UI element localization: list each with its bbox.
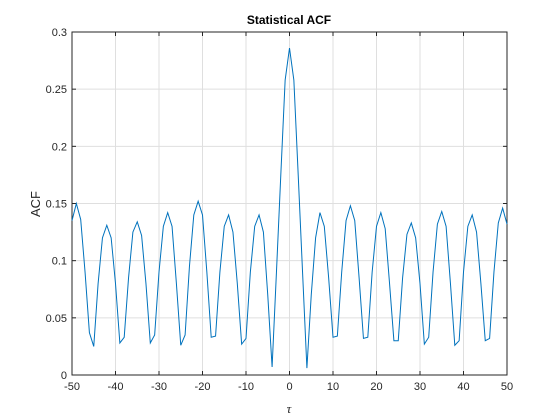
y-tick-label: 0.3 [52, 27, 67, 39]
y-tick-label: 0.15 [46, 199, 67, 211]
y-tick-label: 0.25 [46, 84, 67, 96]
x-tick-label: 30 [414, 381, 426, 393]
y-axis-label: ACF [28, 191, 43, 217]
y-tick-label: 0.2 [52, 141, 67, 153]
x-tick-label: -10 [238, 381, 254, 393]
x-tick-label: -20 [195, 381, 211, 393]
x-tick-label: -40 [108, 381, 124, 393]
x-tick-label: -30 [151, 381, 167, 393]
x-tick-label: 20 [370, 381, 382, 393]
y-tick-label: 0.05 [46, 313, 67, 325]
x-tick-label: -50 [64, 381, 80, 393]
x-tick-label: 40 [457, 381, 469, 393]
x-tick-label: 0 [286, 381, 292, 393]
x-tick-label: 50 [501, 381, 513, 393]
chart-title: Statistical ACF [247, 13, 331, 27]
x-tick-label: 10 [327, 381, 339, 393]
y-tick-label: 0 [61, 370, 67, 382]
y-tick-label: 0.1 [52, 256, 67, 268]
plot-box [71, 31, 508, 376]
x-axis-label: τ [287, 401, 293, 416]
data-line [71, 47, 508, 369]
